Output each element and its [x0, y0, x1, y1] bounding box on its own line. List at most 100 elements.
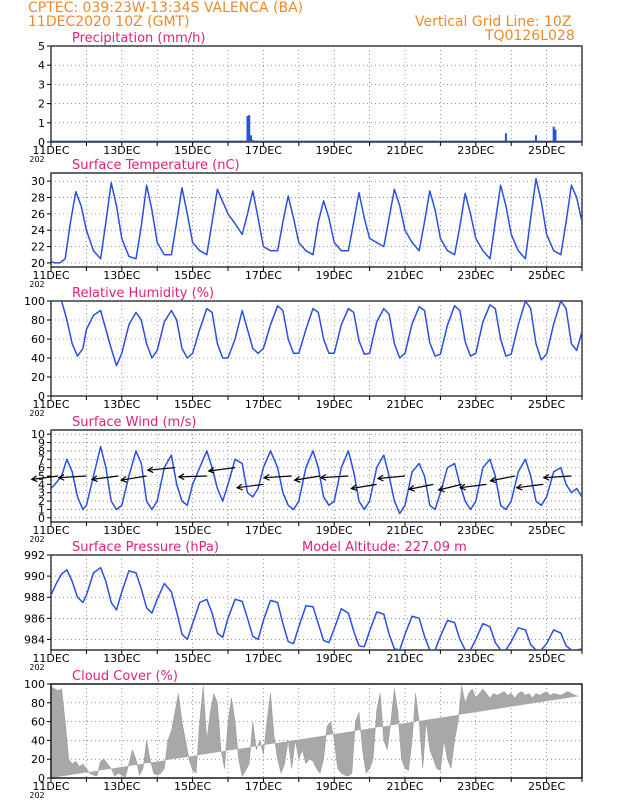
y-tick-label: 990 [24, 570, 45, 583]
wind-arrowhead [319, 473, 327, 481]
year-label: 202 [29, 409, 44, 418]
wind-arrowhead [293, 475, 301, 483]
y-tick-label: 26 [31, 208, 45, 221]
x-tick-label: 21DEC [386, 780, 423, 793]
x-tick-label: 15DEC [174, 398, 211, 411]
panel-title: Surface Pressure (hPa) [72, 540, 219, 555]
y-tick-label: 0 [38, 136, 45, 149]
wind-arrow [490, 475, 515, 482]
x-tick-label: 13DEC [103, 780, 140, 793]
x-tick-label: 25DEC [528, 398, 565, 411]
y-tick-label: 9 [38, 437, 45, 450]
precip-bar [534, 135, 537, 142]
y-tick-label: 2 [38, 495, 45, 508]
panel-frame [50, 172, 583, 268]
x-tick-label: 17DEC [245, 144, 282, 157]
x-tick-label: 19DEC [316, 398, 353, 411]
x-tick-label: 19DEC [316, 652, 353, 665]
wind-arrow [208, 467, 236, 472]
precip-bar [248, 115, 251, 142]
y-tick-label: 20 [31, 371, 45, 384]
panel-frame [50, 554, 583, 651]
x-tick-label: 13DEC [103, 398, 140, 411]
y-tick-label: 5 [38, 470, 45, 483]
wind-arrow [178, 475, 207, 478]
x-tick-label: 17DEC [245, 524, 282, 537]
precip-bar [250, 135, 253, 142]
wind-arrowhead [30, 475, 38, 483]
x-tick-label: 15DEC [174, 144, 211, 157]
x-tick-label: 25DEC [528, 524, 565, 537]
wind-arrowhead [542, 473, 550, 481]
wind-arrow [264, 475, 292, 479]
wind-arrowhead [262, 473, 270, 481]
run-date-label: 11DEC2020 10Z (GMT) [28, 14, 190, 30]
y-tick-label: 3 [38, 487, 45, 500]
wind-arrowhead [235, 483, 243, 491]
x-tick-label: 19DEC [316, 524, 353, 537]
x-tick-label: 25DEC [528, 144, 565, 157]
wind-arrow [408, 483, 434, 490]
year-label: 202 [29, 535, 44, 544]
wind-arrow [294, 475, 321, 481]
wind-arrowhead [57, 473, 65, 481]
y-tick-label: 60 [31, 333, 45, 346]
temp-series-line [51, 177, 582, 264]
y-tick-label: 80 [31, 314, 45, 327]
y-tick-label: 7 [38, 453, 45, 466]
y-tick-label: 0 [38, 772, 45, 785]
x-tick-label: 11DEC [32, 398, 69, 411]
x-tick-label: 25DEC [528, 780, 565, 793]
wind-arrowhead [458, 483, 466, 491]
wind-arrow [121, 475, 147, 481]
y-tick-label: 1 [38, 503, 45, 516]
x-tick-label: 11DEC [32, 269, 69, 282]
wind-arrow [58, 475, 87, 479]
y-tick-label: 4 [38, 478, 45, 491]
wind-arrow [320, 475, 349, 479]
y-tick-label: 100 [24, 295, 45, 308]
wind-arrowhead [146, 466, 154, 474]
panel-frame [50, 300, 583, 397]
x-tick-label: 17DEC [245, 652, 282, 665]
y-tick-label: 0 [38, 512, 45, 525]
year-label: 202 [29, 155, 44, 164]
y-tick-label: 20 [31, 753, 45, 766]
y-tick-label: 20 [31, 257, 45, 270]
y-tick-label: 5 [38, 40, 45, 53]
x-tick-label: 15DEC [174, 652, 211, 665]
x-tick-label: 25DEC [528, 269, 565, 282]
y-tick-label: 1 [38, 117, 45, 130]
wind-arrow [516, 483, 544, 489]
y-tick-label: 28 [31, 192, 45, 205]
wind-arrowhead [376, 474, 384, 482]
x-tick-label: 23DEC [457, 524, 494, 537]
y-tick-label: 988 [24, 591, 45, 604]
y-tick-label: 22 [31, 241, 45, 254]
y-tick-label: 100 [24, 678, 45, 691]
x-tick-label: 13DEC [103, 144, 140, 157]
panel-rh: 0 20 40 60 80 100 11DEC 13DEC 15DEC 17DEC 19DEC 21D… [24, 286, 583, 418]
y-tick-label: 24 [31, 224, 45, 237]
x-tick-label: 21DEC [386, 144, 423, 157]
x-tick-label: 23DEC [457, 144, 494, 157]
y-tick-label: 0 [38, 390, 45, 403]
wind-arrowhead [207, 466, 215, 474]
y-tick-label: 60 [31, 716, 45, 729]
x-tick-label: 11DEC [32, 524, 69, 537]
year-label: 202 [29, 791, 44, 800]
wind-arrow [543, 475, 572, 479]
x-tick-label: 17DEC [245, 269, 282, 282]
wind-arrowhead [177, 473, 185, 481]
wind-arrowhead [489, 476, 497, 484]
y-tick-label: 4 [38, 59, 45, 72]
wind-arrow [351, 483, 377, 490]
y-tick-label: 10 [31, 428, 45, 441]
wind-arrowhead [407, 484, 415, 492]
wind-arrowhead [437, 485, 445, 493]
y-tick-label: 2 [38, 98, 45, 111]
y-tick-label: 6 [38, 462, 45, 475]
y-tick-label: 40 [31, 352, 45, 365]
